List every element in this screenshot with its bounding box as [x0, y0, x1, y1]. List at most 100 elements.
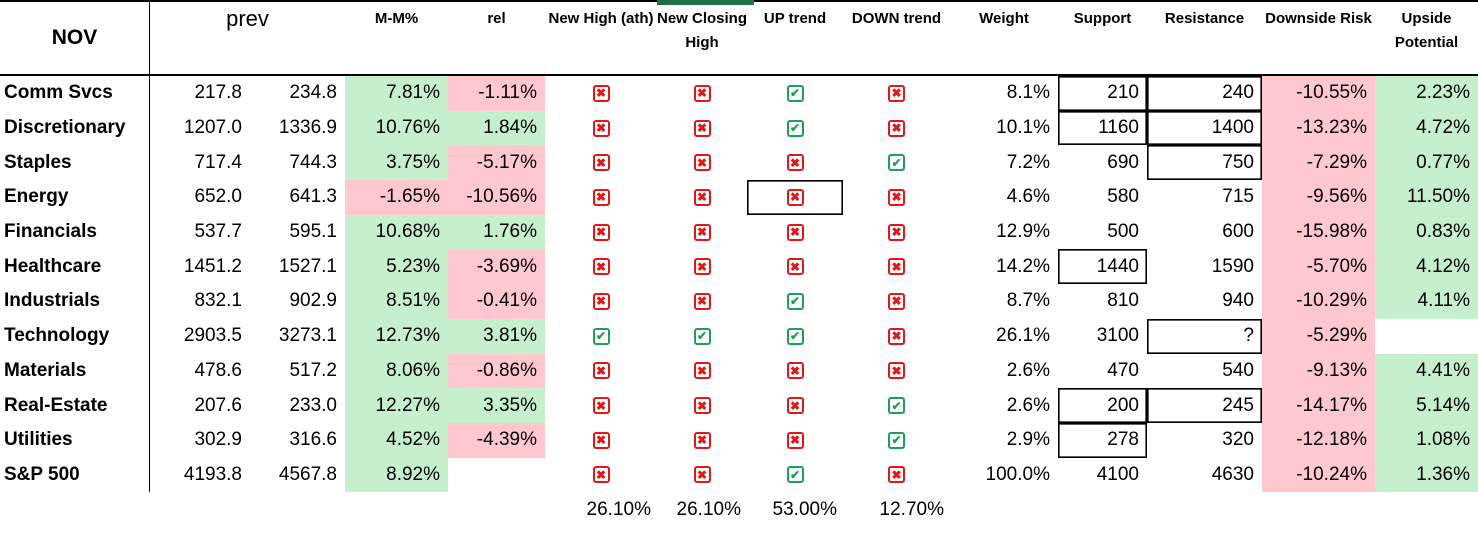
- checked-box-icon[interactable]: ✔: [888, 431, 905, 449]
- cell-rel[interactable]: -10.56%: [448, 180, 545, 215]
- cell-upside-potential[interactable]: 0.83%: [1375, 214, 1478, 250]
- column-header-weight[interactable]: Weight: [979, 10, 1029, 27]
- crossed-box-icon[interactable]: ✖: [693, 466, 711, 484]
- checked-box-icon[interactable]: ✔: [888, 397, 905, 415]
- cell-prev-start[interactable]: 217.8: [194, 82, 242, 104]
- column-header-resistance[interactable]: Resistance: [1164, 10, 1245, 27]
- cell-mm-pct[interactable]: 8.92%: [345, 457, 448, 493]
- cell-upside-potential[interactable]: 1.36%: [1375, 457, 1478, 493]
- cell-up-trend[interactable]: ✔: [747, 76, 843, 111]
- cell-mm-pct[interactable]: 12.73%: [345, 318, 448, 354]
- crossed-box-icon[interactable]: ✖: [592, 466, 610, 484]
- cell-resistance[interactable]: 750: [1147, 145, 1262, 180]
- cell-up-trend[interactable]: ✔: [747, 319, 843, 354]
- crossed-box-icon[interactable]: ✖: [592, 258, 610, 276]
- summary-down-trend[interactable]: 12.70%: [879, 499, 944, 521]
- cell-new-high[interactable]: ✔: [545, 319, 657, 354]
- cell-mm-pct[interactable]: -1.65%: [345, 180, 448, 215]
- crossed-box-icon[interactable]: ✖: [786, 397, 804, 415]
- checked-box-icon[interactable]: ✔: [592, 327, 610, 345]
- cell-new-high[interactable]: ✖: [545, 423, 657, 458]
- cell-support[interactable]: 1160: [1058, 111, 1147, 146]
- crossed-box-icon[interactable]: ✖: [693, 397, 711, 415]
- crossed-box-icon[interactable]: ✖: [693, 431, 711, 449]
- cell-down-trend[interactable]: ✖: [843, 458, 950, 493]
- cell-up-trend[interactable]: ✖: [747, 388, 843, 423]
- crossed-box-icon[interactable]: ✖: [693, 188, 711, 206]
- cell-rel[interactable]: 1.76%: [448, 214, 545, 250]
- cell-upside-potential[interactable]: [1375, 318, 1478, 354]
- cell-new-high[interactable]: ✖: [545, 145, 657, 180]
- cell-support[interactable]: 210: [1058, 76, 1147, 111]
- sector-name[interactable]: Energy: [0, 180, 150, 215]
- cell-prev-start[interactable]: 1207.0: [183, 117, 242, 139]
- cell-new-high[interactable]: ✖: [545, 284, 657, 319]
- cell-down-trend[interactable]: ✖: [843, 354, 950, 389]
- cell-upside-potential[interactable]: 4.12%: [1375, 249, 1478, 285]
- sector-name[interactable]: Comm Svcs: [0, 76, 150, 111]
- checked-box-icon[interactable]: ✔: [693, 327, 711, 345]
- cell-support[interactable]: 200: [1058, 388, 1147, 423]
- cell-down-trend[interactable]: ✔: [843, 145, 950, 180]
- cell-prev-end[interactable]: 234.8: [289, 82, 337, 104]
- cell-support[interactable]: 580: [1107, 186, 1139, 208]
- cell-mm-pct[interactable]: 3.75%: [345, 145, 448, 181]
- cell-prev-end[interactable]: 1527.1: [278, 255, 337, 277]
- cell-resistance[interactable]: ?: [1147, 319, 1262, 354]
- cell-mm-pct[interactable]: 12.27%: [345, 388, 448, 423]
- cell-prev-start[interactable]: 1451.2: [183, 255, 242, 277]
- crossed-box-icon[interactable]: ✖: [888, 466, 905, 484]
- cell-downside-risk[interactable]: -10.24%: [1262, 457, 1375, 493]
- cell-new-closing-high[interactable]: ✖: [657, 388, 747, 423]
- cell-mm-pct[interactable]: 10.68%: [345, 214, 448, 250]
- sector-name[interactable]: Industrials: [0, 284, 150, 319]
- cell-up-trend[interactable]: ✔: [747, 458, 843, 493]
- cell-prev-end[interactable]: 595.1: [289, 221, 337, 243]
- prev-header[interactable]: prev: [226, 6, 269, 31]
- cell-upside-potential[interactable]: 11.50%: [1375, 180, 1478, 215]
- crossed-box-icon[interactable]: ✖: [693, 119, 711, 137]
- column-header-upside-potential[interactable]: Upside Potential: [1394, 10, 1459, 51]
- cell-resistance[interactable]: 715: [1222, 186, 1254, 208]
- sector-name[interactable]: Healthcare: [0, 249, 150, 285]
- cell-rel[interactable]: 3.35%: [448, 388, 545, 423]
- cell-new-high[interactable]: ✖: [545, 111, 657, 146]
- cell-resistance[interactable]: 600: [1222, 221, 1254, 243]
- cell-downside-risk[interactable]: -5.70%: [1262, 249, 1375, 285]
- cell-weight[interactable]: 26.1%: [996, 325, 1050, 347]
- cell-weight[interactable]: 8.7%: [1006, 290, 1050, 312]
- cell-rel[interactable]: 1.84%: [448, 110, 545, 146]
- cell-resistance[interactable]: 1590: [1211, 255, 1254, 277]
- cell-new-closing-high[interactable]: ✖: [657, 354, 747, 389]
- cell-down-trend[interactable]: ✔: [843, 423, 950, 458]
- sector-name[interactable]: Materials: [0, 353, 150, 389]
- crossed-box-icon[interactable]: ✖: [592, 223, 610, 241]
- cell-new-closing-high[interactable]: ✖: [657, 145, 747, 180]
- sector-name[interactable]: Real-Estate: [0, 388, 150, 423]
- cell-rel[interactable]: -3.69%: [448, 249, 545, 285]
- cell-down-trend[interactable]: ✖: [843, 249, 950, 284]
- month-header[interactable]: NOV: [0, 2, 150, 74]
- crossed-box-icon[interactable]: ✖: [693, 223, 711, 241]
- cell-prev-end[interactable]: 517.2: [289, 359, 337, 381]
- cell-weight[interactable]: 2.6%: [1006, 359, 1050, 381]
- crossed-box-icon[interactable]: ✖: [592, 397, 610, 415]
- sector-name[interactable]: Utilities: [0, 422, 150, 458]
- cell-prev-end[interactable]: 902.9: [289, 290, 337, 312]
- crossed-box-icon[interactable]: ✖: [592, 84, 610, 102]
- summary-new-closing-high[interactable]: 26.10%: [676, 499, 741, 521]
- cell-mm-pct[interactable]: 5.23%: [345, 249, 448, 285]
- cell-up-trend[interactable]: ✖: [747, 354, 843, 389]
- crossed-box-icon[interactable]: ✖: [693, 84, 711, 102]
- cell-resistance[interactable]: 4630: [1211, 463, 1254, 485]
- cell-up-trend[interactable]: ✔: [747, 284, 843, 319]
- column-header-downside-risk[interactable]: Downside Risk: [1265, 10, 1372, 27]
- cell-down-trend[interactable]: ✖: [843, 319, 950, 354]
- cell-downside-risk[interactable]: -9.56%: [1262, 180, 1375, 215]
- cell-weight[interactable]: 12.9%: [996, 221, 1050, 243]
- cell-rel[interactable]: -4.39%: [448, 422, 545, 458]
- checked-box-icon[interactable]: ✔: [786, 84, 804, 102]
- cell-prev-start[interactable]: 478.6: [194, 359, 242, 381]
- sector-name[interactable]: Technology: [0, 318, 150, 354]
- column-header-rel[interactable]: rel: [487, 10, 506, 27]
